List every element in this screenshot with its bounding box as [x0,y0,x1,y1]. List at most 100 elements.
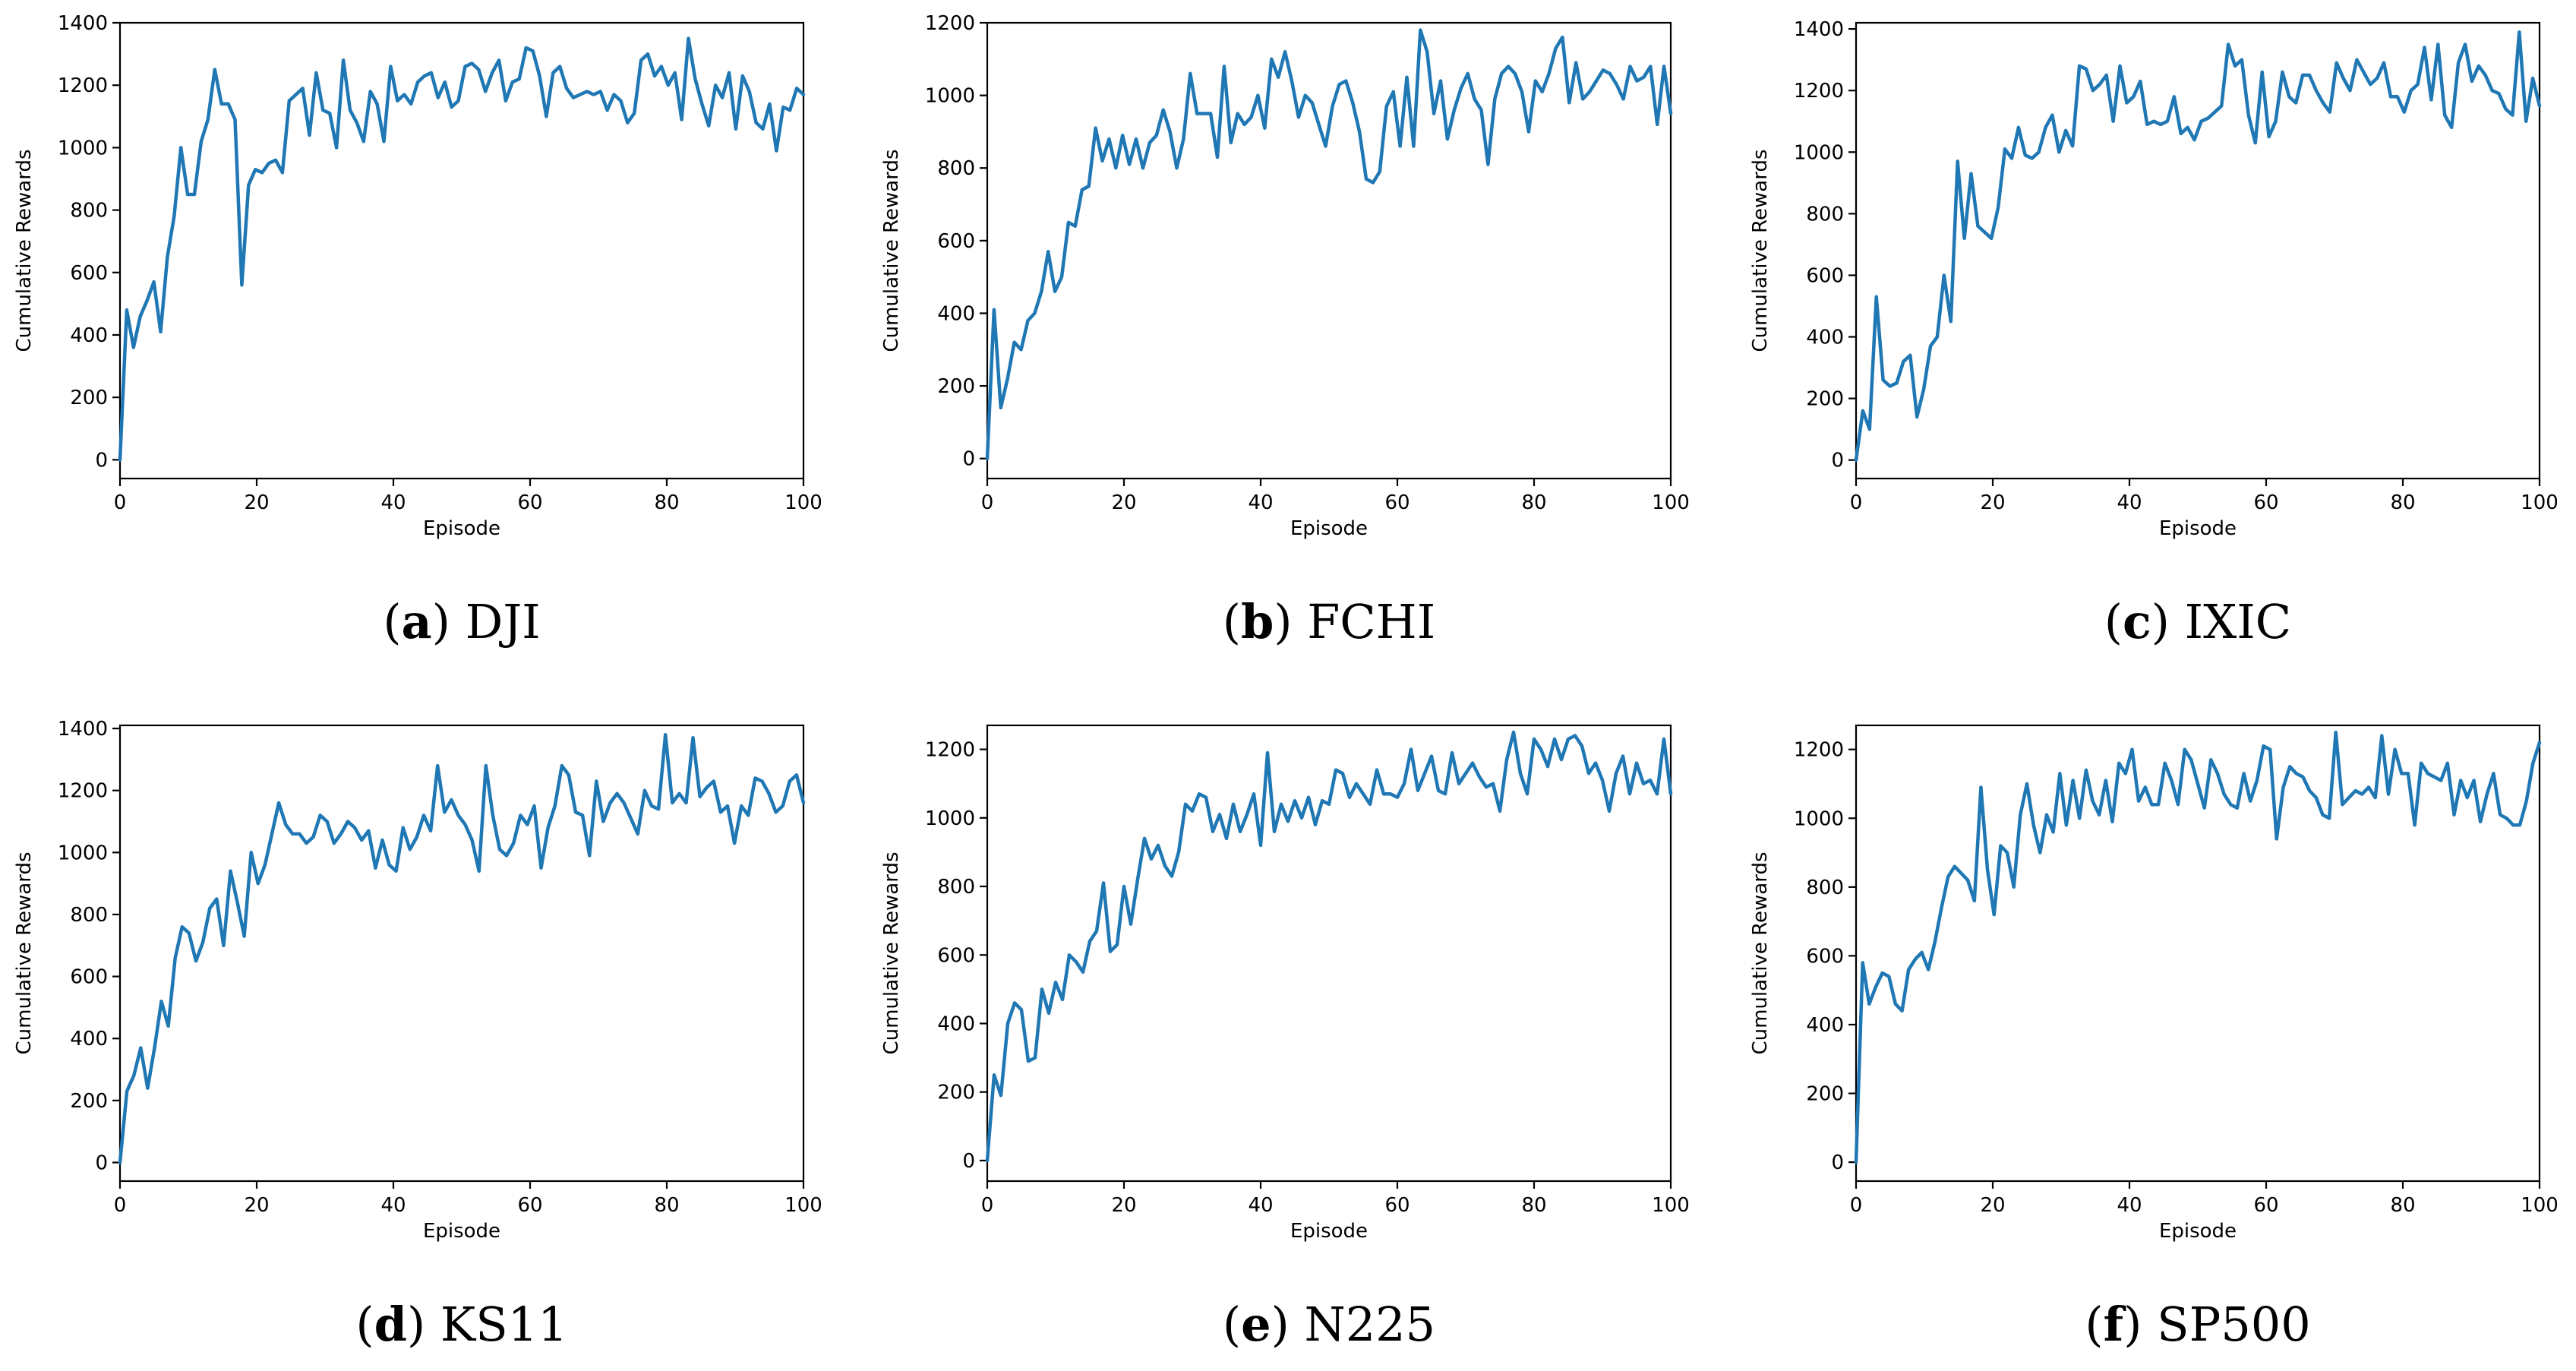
chart-panel-n225: 0 20 40 60 80 100020040060080010001200Episode… [880,724,1690,1352]
y-tick-label: 0 [95,449,108,472]
axes-frame [1855,21,2541,480]
x-axis: 0 20 40 60 80 100 [114,1181,822,1217]
y-tick-label: 600 [1806,945,1844,968]
y-axis-label: Cumulative Rewards [880,851,903,1054]
x-tick-label: 100 [784,1194,822,1217]
chart-panel-sp500: 0 20 40 60 80 100020040060080010001200Episode… [1749,724,2559,1352]
y-tick-label: 800 [1806,877,1844,899]
y-tick-label: 400 [1806,1014,1844,1037]
caption-letter: f [2104,1297,2126,1352]
y-tick-label: 1200 [925,12,975,35]
series-line-ks11 [118,732,806,1164]
caption-paren: ( [2085,1297,2103,1352]
y-tick-label: 800 [70,200,108,223]
caption-letter: b [1241,594,1274,649]
x-tick-label: 100 [1652,1194,1690,1217]
y-tick-label: 1200 [58,74,108,97]
chart-panel-ixic: 0 20 40 60 80 1000200400600800100012001400Epi… [1749,18,2559,649]
x-axis-label: Episode [2159,1220,2237,1243]
caption-paren: ( [2104,594,2123,649]
x-tick-label: 0 [1850,491,1863,514]
x-tick-label: 0 [981,491,994,514]
axes-frame [118,21,805,480]
y-tick-label: 0 [962,1150,975,1173]
y-tick-label: 400 [1806,327,1844,349]
x-tick-label: 20 [1111,1194,1136,1217]
caption-name: KS11 [440,1297,568,1352]
y-tick-label: 1000 [58,842,108,864]
y-axis: 0 200 400 600 800 1000 1200 [925,739,987,1173]
chart-panel-dji: 0 20 40 60 80 1000200400600800100012001400Epi… [13,12,822,649]
y-tick-label: 1200 [58,780,108,803]
x-tick-label: 20 [244,1194,269,1217]
x-tick-label: 0 [981,1194,994,1217]
x-axis-label: Episode [423,517,500,540]
caption-paren: ( [1223,594,1241,649]
x-tick-label: 20 [1980,1194,2005,1217]
x-tick-label: 20 [1111,491,1136,514]
x-axis-label: Episode [423,1220,500,1243]
x-tick-label: 100 [784,491,822,514]
y-axis-label: Cumulative Rewards [13,851,36,1054]
x-axis-label: Episode [1290,517,1368,540]
x-tick-label: 40 [380,1194,406,1217]
caption-paren: ) [407,1297,440,1352]
caption-paren: ( [383,594,401,649]
x-tick-label: 40 [2117,491,2142,514]
x-tick-label: 80 [1521,1194,1546,1217]
x-tick-label: 20 [1980,491,2005,514]
y-tick-label: 200 [937,1082,975,1104]
y-tick-label: 1200 [1794,739,1844,762]
series-line-sp500 [1854,730,2542,1164]
x-tick-label: 60 [2253,1194,2278,1217]
caption-paren: ) [2123,1297,2157,1352]
x-tick-label: 0 [114,491,127,514]
series-line-n225 [985,730,1673,1163]
y-tick-label: 800 [937,876,975,899]
y-tick-label: 800 [70,904,108,927]
y-tick-label: 400 [937,1012,975,1035]
caption-paren: ) [2151,594,2185,649]
y-tick-label: 800 [937,157,975,180]
series-line-ixic [1854,30,2542,462]
x-axis: 0 20 40 60 80 100 [981,1181,1690,1217]
chart-panel-ks11: 0 20 40 60 80 1000200400600800100012001400Epi… [13,718,822,1352]
y-tick-label: 0 [962,448,975,471]
y-tick-label: 800 [1806,203,1844,226]
chart-caption: (e) N225 [1223,1297,1435,1352]
y-tick-label: 600 [1806,264,1844,287]
caption-name: SP500 [2157,1297,2311,1352]
x-tick-label: 40 [380,491,406,514]
y-tick-label: 400 [70,1028,108,1050]
y-tick-label: 400 [937,302,975,325]
x-tick-label: 60 [517,491,542,514]
y-axis: 0 200 400 600 800 1000 1200 [925,12,987,471]
y-tick-label: 0 [1831,450,1844,472]
y-tick-label: 1400 [58,718,108,741]
x-tick-label: 100 [2521,1194,2559,1217]
caption-name: N225 [1304,1297,1435,1352]
caption-letter: d [374,1297,407,1352]
chart-caption: (c) IXIC [2104,594,2291,649]
x-tick-label: 80 [654,1194,679,1217]
x-tick-label: 40 [1248,1194,1273,1217]
caption-letter: a [402,594,432,649]
x-tick-label: 40 [2117,1194,2142,1217]
axes-frame [986,724,1672,1183]
y-tick-label: 1000 [1794,807,1844,830]
y-tick-label: 1200 [925,739,975,762]
y-axis-label: Cumulative Rewards [13,149,36,352]
y-axis: 0 200 400 600 800 1000 1200 1400 [1794,18,1856,472]
caption-name: DJI [466,594,541,649]
chart-caption: (f) SP500 [2085,1297,2310,1352]
y-tick-label: 1000 [1794,141,1844,164]
y-tick-label: 200 [70,387,108,409]
x-tick-label: 80 [654,491,679,514]
y-tick-label: 200 [1806,1083,1844,1106]
caption-paren: ) [432,594,466,649]
y-tick-label: 1200 [1794,80,1844,103]
x-tick-label: 20 [244,491,269,514]
y-axis-label: Cumulative Rewards [1749,851,1772,1054]
y-tick-label: 200 [1806,388,1844,411]
